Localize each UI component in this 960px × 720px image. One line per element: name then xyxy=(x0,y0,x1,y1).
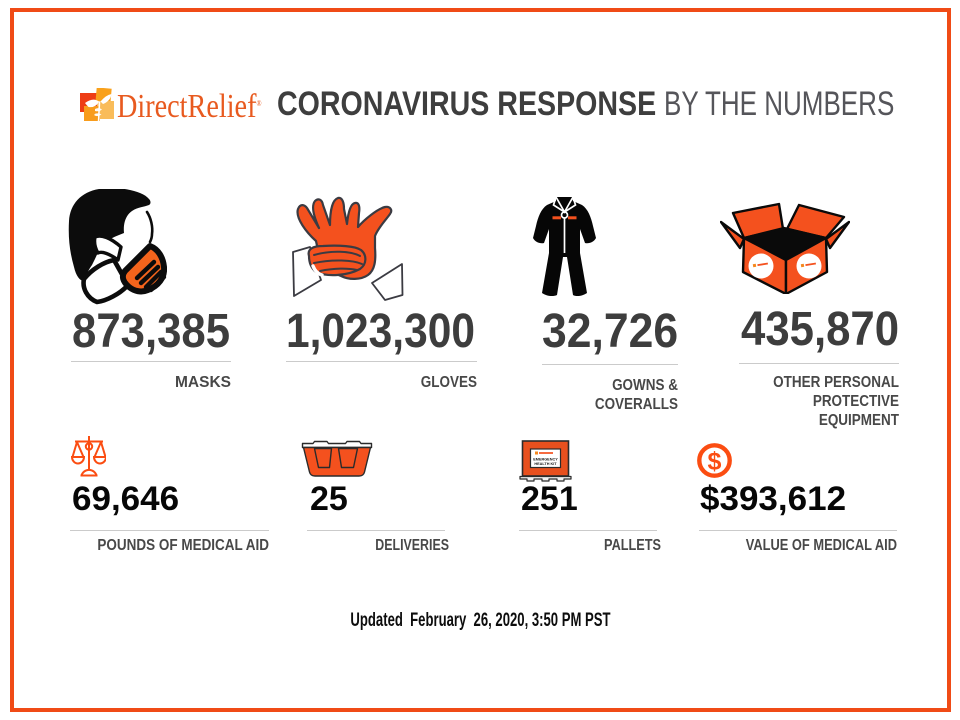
svg-text:$: $ xyxy=(708,448,722,476)
svg-text:EMERGENCY: EMERGENCY xyxy=(533,458,558,462)
svg-text:HEALTH KIT: HEALTH KIT xyxy=(534,462,557,466)
